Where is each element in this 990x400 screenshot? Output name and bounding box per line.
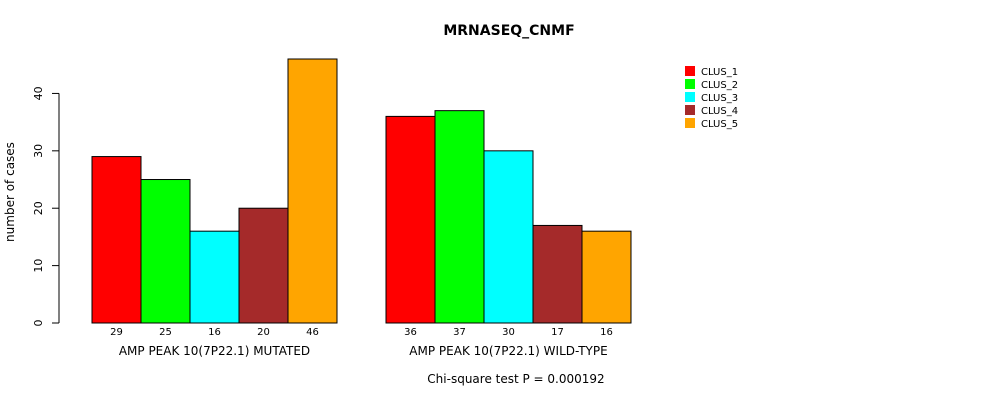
bar-value-label: 25 bbox=[159, 327, 172, 338]
y-tick-label: 10 bbox=[32, 259, 45, 273]
bar-value-label: 30 bbox=[502, 327, 515, 338]
y-tick-label: 40 bbox=[32, 86, 45, 100]
legend-swatch bbox=[685, 79, 695, 89]
legend-label: CLUS_4 bbox=[701, 106, 738, 117]
bar-clus-4-group-1 bbox=[238, 207, 289, 324]
legend-label: CLUS_1 bbox=[701, 67, 738, 78]
group-label: AMP PEAK 10(7P22.1) WILD-TYPE bbox=[409, 344, 607, 358]
bar-value-label: 46 bbox=[306, 327, 319, 338]
bar-clus-5-group-1 bbox=[287, 58, 338, 324]
bar-value-label: 29 bbox=[110, 327, 123, 338]
bar-clus-2-group-2 bbox=[434, 110, 485, 324]
chi-square-footnote: Chi-square test P = 0.000192 bbox=[427, 372, 604, 386]
bar-value-label: 16 bbox=[208, 327, 221, 338]
bar-value-labels: 29 25 16 20 46 36 37 30 17 16 bbox=[110, 327, 613, 338]
legend-label: CLUS_3 bbox=[701, 93, 738, 104]
bars bbox=[91, 58, 632, 324]
legend-label: CLUS_2 bbox=[701, 80, 738, 91]
y-axis: 0 10 20 30 40 bbox=[32, 86, 60, 327]
bar-clus-4-group-2 bbox=[532, 224, 583, 324]
legend-swatch bbox=[685, 118, 695, 128]
y-tick-label: 0 bbox=[32, 320, 45, 327]
bar-clus-1-group-2 bbox=[385, 115, 436, 324]
bar-value-label: 17 bbox=[551, 327, 564, 338]
bar-clus-3-group-2 bbox=[483, 150, 534, 324]
y-axis-label: number of cases bbox=[3, 142, 17, 242]
legend: CLUS_1 CLUS_2 CLUS_3 CLUS_4 CLUS_5 bbox=[685, 66, 738, 130]
legend-swatch bbox=[685, 66, 695, 76]
y-tick-label: 30 bbox=[32, 144, 45, 158]
bar-clus-3-group-1 bbox=[189, 230, 240, 324]
bar-value-label: 20 bbox=[257, 327, 270, 338]
bar-value-label: 16 bbox=[600, 327, 613, 338]
group-label: AMP PEAK 10(7P22.1) MUTATED bbox=[119, 344, 310, 358]
bar-clus-5-group-2 bbox=[581, 230, 632, 324]
bar-clus-1-group-1 bbox=[91, 156, 142, 324]
chart-title: MRNASEQ_CNMF bbox=[443, 23, 574, 39]
bar-clus-2-group-1 bbox=[140, 179, 191, 324]
bar-value-label: 37 bbox=[453, 327, 466, 338]
legend-swatch bbox=[685, 105, 695, 115]
legend-label: CLUS_5 bbox=[701, 119, 738, 130]
group-labels: AMP PEAK 10(7P22.1) MUTATED AMP PEAK 10(7… bbox=[119, 344, 608, 358]
y-tick-label: 20 bbox=[32, 201, 45, 215]
bar-value-label: 36 bbox=[404, 327, 417, 338]
legend-swatch bbox=[685, 92, 695, 102]
